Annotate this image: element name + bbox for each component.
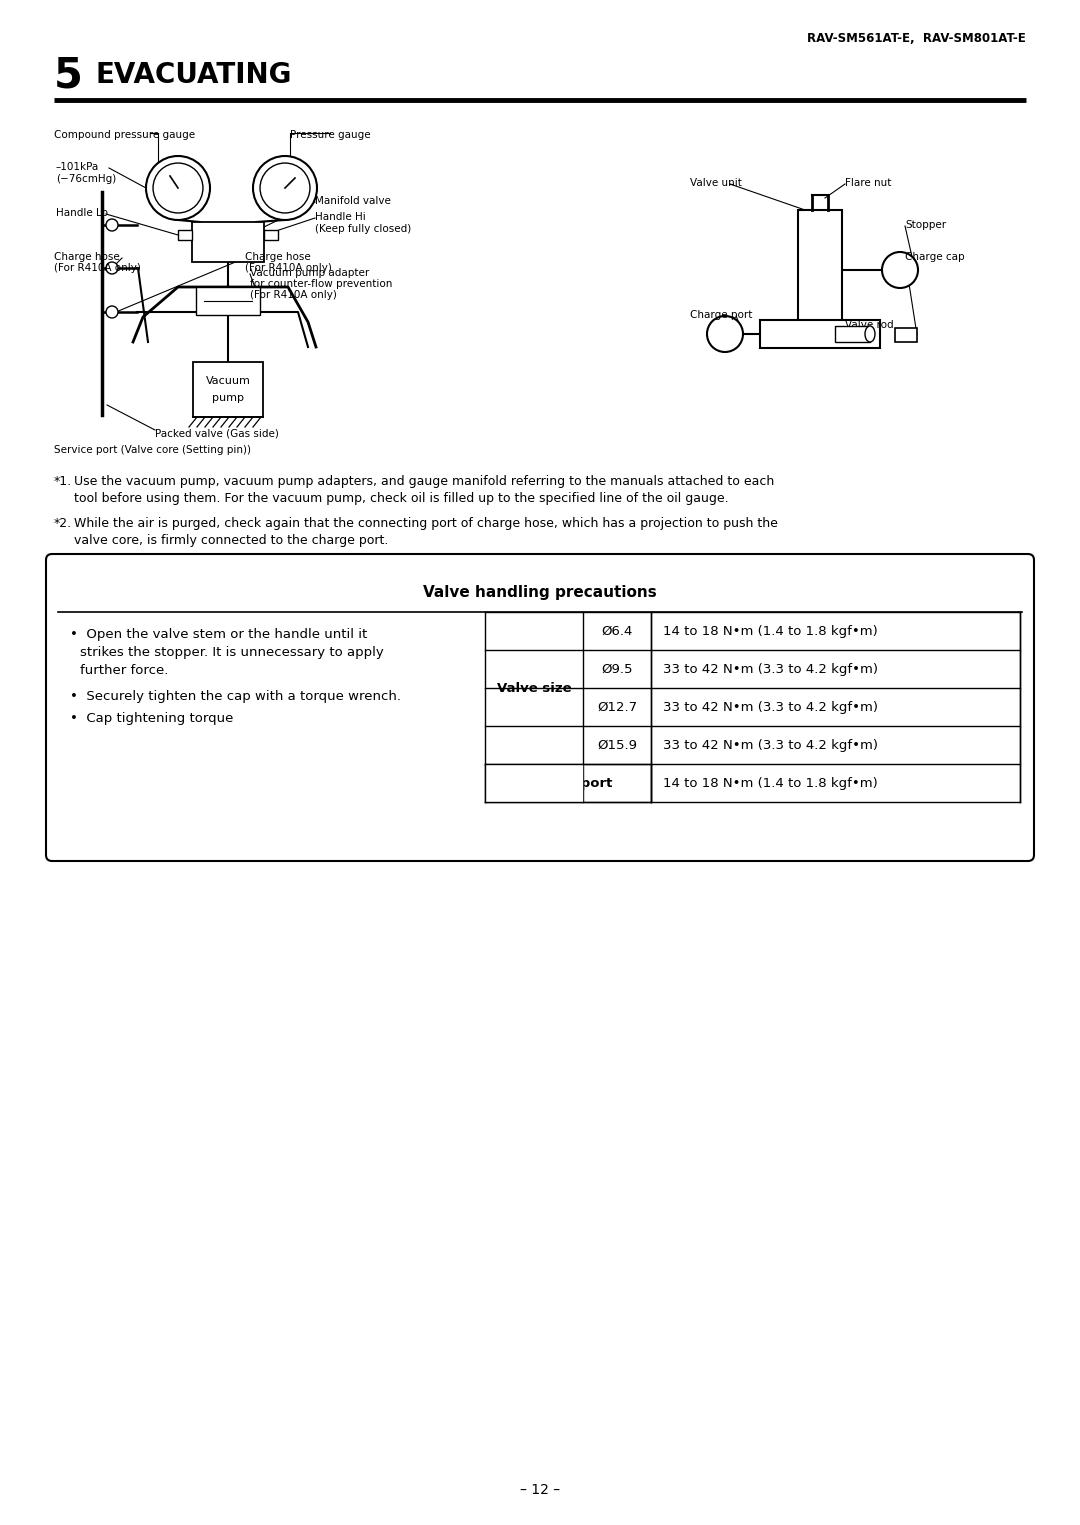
Text: Handle Hi: Handle Hi bbox=[315, 212, 366, 223]
Text: 14 to 18 N•m (1.4 to 1.8 kgf•m): 14 to 18 N•m (1.4 to 1.8 kgf•m) bbox=[663, 776, 878, 790]
Text: (For R410A only): (For R410A only) bbox=[245, 262, 332, 273]
Text: Valve size: Valve size bbox=[497, 682, 571, 694]
Text: •  Securely tighten the cap with a torque wrench.: • Securely tighten the cap with a torque… bbox=[70, 689, 401, 703]
Text: Valve handling precautions: Valve handling precautions bbox=[423, 584, 657, 599]
Text: Valve rod: Valve rod bbox=[845, 320, 893, 329]
Text: Vacuum pump adapter: Vacuum pump adapter bbox=[249, 268, 369, 278]
Text: Charge hose: Charge hose bbox=[245, 252, 311, 262]
Text: 33 to 42 N•m (3.3 to 4.2 kgf•m): 33 to 42 N•m (3.3 to 4.2 kgf•m) bbox=[663, 738, 878, 752]
Text: Ø9.5: Ø9.5 bbox=[602, 662, 633, 676]
Text: Vacuum: Vacuum bbox=[205, 377, 251, 386]
Text: •  Open the valve stem or the handle until it: • Open the valve stem or the handle unti… bbox=[70, 628, 367, 640]
Circle shape bbox=[106, 262, 118, 274]
Text: Stopper: Stopper bbox=[905, 220, 946, 230]
Text: strikes the stopper. It is unnecessary to apply: strikes the stopper. It is unnecessary t… bbox=[80, 647, 383, 659]
Circle shape bbox=[707, 316, 743, 352]
Text: 14 to 18 N•m (1.4 to 1.8 kgf•m): 14 to 18 N•m (1.4 to 1.8 kgf•m) bbox=[663, 625, 878, 637]
Ellipse shape bbox=[865, 326, 875, 342]
Text: While the air is purged, check again that the connecting port of charge hose, wh: While the air is purged, check again tha… bbox=[75, 517, 778, 531]
Text: *2.: *2. bbox=[54, 517, 72, 531]
Text: Charge cap: Charge cap bbox=[905, 252, 964, 262]
Text: valve core, is firmly connected to the charge port.: valve core, is firmly connected to the c… bbox=[75, 534, 389, 547]
Text: for counter-flow prevention: for counter-flow prevention bbox=[249, 279, 392, 290]
Text: Service port (Valve core (Setting pin)): Service port (Valve core (Setting pin)) bbox=[54, 445, 251, 454]
Text: (For R410A only): (For R410A only) bbox=[54, 262, 140, 273]
Text: •  Cap tightening torque: • Cap tightening torque bbox=[70, 712, 233, 724]
Text: Charge port: Charge port bbox=[690, 310, 753, 320]
Text: Ø12.7: Ø12.7 bbox=[597, 700, 637, 714]
Circle shape bbox=[882, 252, 918, 288]
Bar bbox=[835, 326, 870, 342]
Text: Pressure gauge: Pressure gauge bbox=[291, 130, 370, 140]
Bar bbox=[178, 230, 192, 239]
Text: (For R410A only): (For R410A only) bbox=[249, 290, 337, 300]
Circle shape bbox=[106, 307, 118, 319]
Text: 5: 5 bbox=[54, 53, 83, 96]
Bar bbox=[193, 361, 264, 416]
Text: 33 to 42 N•m (3.3 to 4.2 kgf•m): 33 to 42 N•m (3.3 to 4.2 kgf•m) bbox=[663, 662, 878, 676]
Circle shape bbox=[260, 163, 310, 214]
Text: Compound pressure gauge: Compound pressure gauge bbox=[54, 130, 195, 140]
Text: (−76cmHg): (−76cmHg) bbox=[56, 174, 117, 185]
Bar bbox=[895, 328, 917, 342]
Text: Charge hose: Charge hose bbox=[54, 252, 120, 262]
Bar bbox=[264, 230, 278, 239]
Text: Ø15.9: Ø15.9 bbox=[597, 738, 637, 752]
Text: Handle Lo: Handle Lo bbox=[56, 207, 108, 218]
Text: –101kPa: –101kPa bbox=[56, 162, 99, 172]
Text: Ø6.4: Ø6.4 bbox=[602, 625, 633, 637]
Text: Use the vacuum pump, vacuum pump adapters, and gauge manifold referring to the m: Use the vacuum pump, vacuum pump adapter… bbox=[75, 474, 774, 488]
FancyBboxPatch shape bbox=[46, 554, 1034, 862]
Bar bbox=[192, 223, 264, 262]
Text: tool before using them. For the vacuum pump, check oil is filled up to the speci: tool before using them. For the vacuum p… bbox=[75, 493, 729, 505]
Text: Charge port: Charge port bbox=[524, 776, 612, 790]
Bar bbox=[798, 210, 842, 340]
Text: further force.: further force. bbox=[80, 663, 168, 677]
Circle shape bbox=[146, 156, 210, 220]
Circle shape bbox=[106, 220, 118, 230]
Text: Flare nut: Flare nut bbox=[845, 178, 891, 188]
Circle shape bbox=[253, 156, 318, 220]
Bar bbox=[760, 320, 880, 348]
Text: Valve unit: Valve unit bbox=[690, 178, 742, 188]
Text: Packed valve (Gas side): Packed valve (Gas side) bbox=[156, 429, 279, 438]
Text: RAV-SM561AT-E,  RAV-SM801AT-E: RAV-SM561AT-E, RAV-SM801AT-E bbox=[807, 32, 1026, 44]
Text: *1.: *1. bbox=[54, 474, 72, 488]
Text: (Keep fully closed): (Keep fully closed) bbox=[315, 224, 411, 233]
Text: Manifold valve: Manifold valve bbox=[315, 197, 391, 206]
Bar bbox=[195, 287, 260, 316]
Text: EVACUATING: EVACUATING bbox=[96, 61, 293, 88]
Circle shape bbox=[153, 163, 203, 214]
Text: 33 to 42 N•m (3.3 to 4.2 kgf•m): 33 to 42 N•m (3.3 to 4.2 kgf•m) bbox=[663, 700, 878, 714]
Text: – 12 –: – 12 – bbox=[519, 1482, 561, 1498]
Text: pump: pump bbox=[212, 393, 244, 403]
